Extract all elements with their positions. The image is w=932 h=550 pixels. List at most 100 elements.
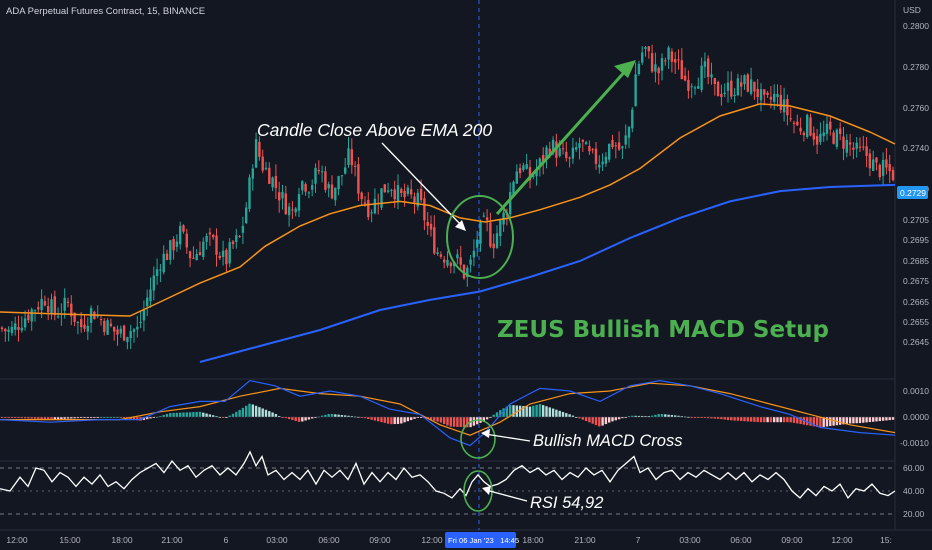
macd-histogram-bar bbox=[400, 417, 403, 424]
macd-histogram-bar bbox=[367, 417, 370, 419]
candle bbox=[644, 46, 647, 57]
macd-histogram-bar bbox=[532, 405, 535, 417]
macd-histogram-bar bbox=[235, 411, 238, 417]
macd-histogram-bar bbox=[291, 417, 294, 421]
macd-histogram-bar bbox=[274, 413, 278, 417]
macd-histogram-bar bbox=[545, 406, 548, 417]
macd-histogram-bar bbox=[132, 417, 136, 420]
candle bbox=[258, 136, 261, 161]
macd-histogram-bar bbox=[832, 417, 835, 426]
macd-histogram-bar bbox=[27, 417, 30, 419]
candle bbox=[819, 122, 822, 145]
macd-histogram-bar bbox=[604, 417, 608, 425]
candle bbox=[350, 138, 353, 174]
candle bbox=[142, 300, 146, 332]
crosshair-time-label: Fri 06 Jan '23 14:45 bbox=[448, 536, 519, 545]
macd-histogram-bar bbox=[241, 407, 245, 417]
candle bbox=[865, 137, 868, 168]
macd-histogram-bar bbox=[4, 417, 7, 418]
candle bbox=[472, 239, 476, 267]
time-tick: 09:00 bbox=[781, 535, 803, 545]
candle bbox=[47, 297, 50, 320]
macd-histogram-bar bbox=[337, 414, 340, 417]
candle bbox=[53, 290, 56, 321]
macd-histogram-bar bbox=[789, 417, 792, 423]
macd-histogram-bar bbox=[340, 415, 344, 417]
macd-histogram-bar bbox=[93, 417, 96, 418]
candle bbox=[149, 277, 152, 308]
time-tick: 7 bbox=[636, 535, 641, 545]
rsi-axis: 60.00 40.00 20.00 bbox=[903, 463, 925, 519]
candle bbox=[185, 228, 188, 254]
candle bbox=[162, 245, 165, 275]
macd-histogram-bar bbox=[654, 414, 657, 417]
macd-histogram-bar bbox=[258, 407, 261, 417]
candle bbox=[314, 163, 317, 193]
candle bbox=[396, 174, 400, 210]
macd-histogram-bar bbox=[357, 416, 360, 418]
candle bbox=[311, 179, 314, 197]
macd-histogram-bar bbox=[287, 417, 291, 420]
candle bbox=[839, 122, 842, 141]
macd-histogram-bar bbox=[822, 417, 825, 427]
macd-histogram-bar bbox=[670, 415, 674, 417]
macd-histogram-bar bbox=[155, 416, 159, 418]
candle bbox=[294, 207, 297, 217]
macd-histogram-bar bbox=[212, 415, 215, 417]
macd-histogram-bar bbox=[386, 417, 390, 424]
macd-tick: -0.0010 bbox=[900, 438, 929, 448]
macd-histogram-bar bbox=[753, 417, 756, 422]
ema-fast-line bbox=[0, 103, 896, 317]
macd-histogram-bar bbox=[182, 412, 185, 417]
macd-histogram-bar bbox=[746, 417, 749, 422]
macd-cross-arrow bbox=[484, 433, 531, 442]
macd-histogram-bar bbox=[565, 413, 568, 417]
candle bbox=[439, 251, 443, 259]
macd-histogram-bar bbox=[314, 417, 317, 418]
candle bbox=[10, 320, 14, 336]
candle bbox=[637, 60, 641, 76]
candle bbox=[875, 157, 878, 171]
macd-histogram-bar bbox=[858, 417, 862, 424]
candle bbox=[221, 240, 225, 266]
candle bbox=[76, 321, 80, 335]
macd-histogram-bar bbox=[740, 417, 743, 421]
macd-histogram-bar bbox=[215, 416, 218, 418]
macd-histogram-bar bbox=[231, 413, 235, 417]
macd-histogram-bar bbox=[634, 415, 637, 417]
candle bbox=[482, 212, 485, 218]
price-tick: 0.2645 bbox=[903, 337, 929, 347]
candle bbox=[238, 235, 241, 238]
rsi-tick: 20.00 bbox=[903, 509, 925, 519]
candle bbox=[179, 221, 182, 250]
macd-histogram-bar bbox=[327, 414, 330, 417]
macd-histogram-bar bbox=[677, 415, 680, 417]
macd-histogram-bar bbox=[601, 417, 604, 426]
candle bbox=[198, 241, 202, 256]
price-tick: 0.2800 bbox=[903, 21, 929, 31]
candle bbox=[641, 46, 644, 65]
candle bbox=[235, 228, 238, 249]
candle bbox=[264, 161, 268, 171]
candle bbox=[518, 163, 522, 179]
macd-histogram-bar bbox=[449, 417, 452, 427]
candle bbox=[195, 249, 198, 261]
macd-histogram-bar bbox=[297, 417, 301, 422]
macd-histogram-bar bbox=[575, 416, 578, 418]
macd-histogram-bar bbox=[377, 417, 380, 422]
macd-histogram-bar bbox=[17, 417, 20, 418]
macd-histogram-bar bbox=[617, 417, 621, 420]
price-axis[interactable]: 0.28000.27800.27600.27400.27200.27050.26… bbox=[903, 21, 929, 347]
macd-histogram-bar bbox=[248, 403, 251, 417]
macd-histogram-bar bbox=[815, 417, 819, 427]
candle bbox=[674, 52, 677, 75]
macd-histogram-bar bbox=[268, 411, 271, 417]
macd-histogram-bar bbox=[47, 417, 50, 420]
macd-histogram-bar bbox=[320, 415, 324, 417]
candle bbox=[192, 246, 195, 260]
macd-histogram-bar bbox=[188, 412, 192, 417]
macd-histogram-bar bbox=[466, 417, 469, 428]
price-tick: 0.2705 bbox=[903, 215, 929, 225]
macd-histogram-bar bbox=[535, 404, 538, 417]
